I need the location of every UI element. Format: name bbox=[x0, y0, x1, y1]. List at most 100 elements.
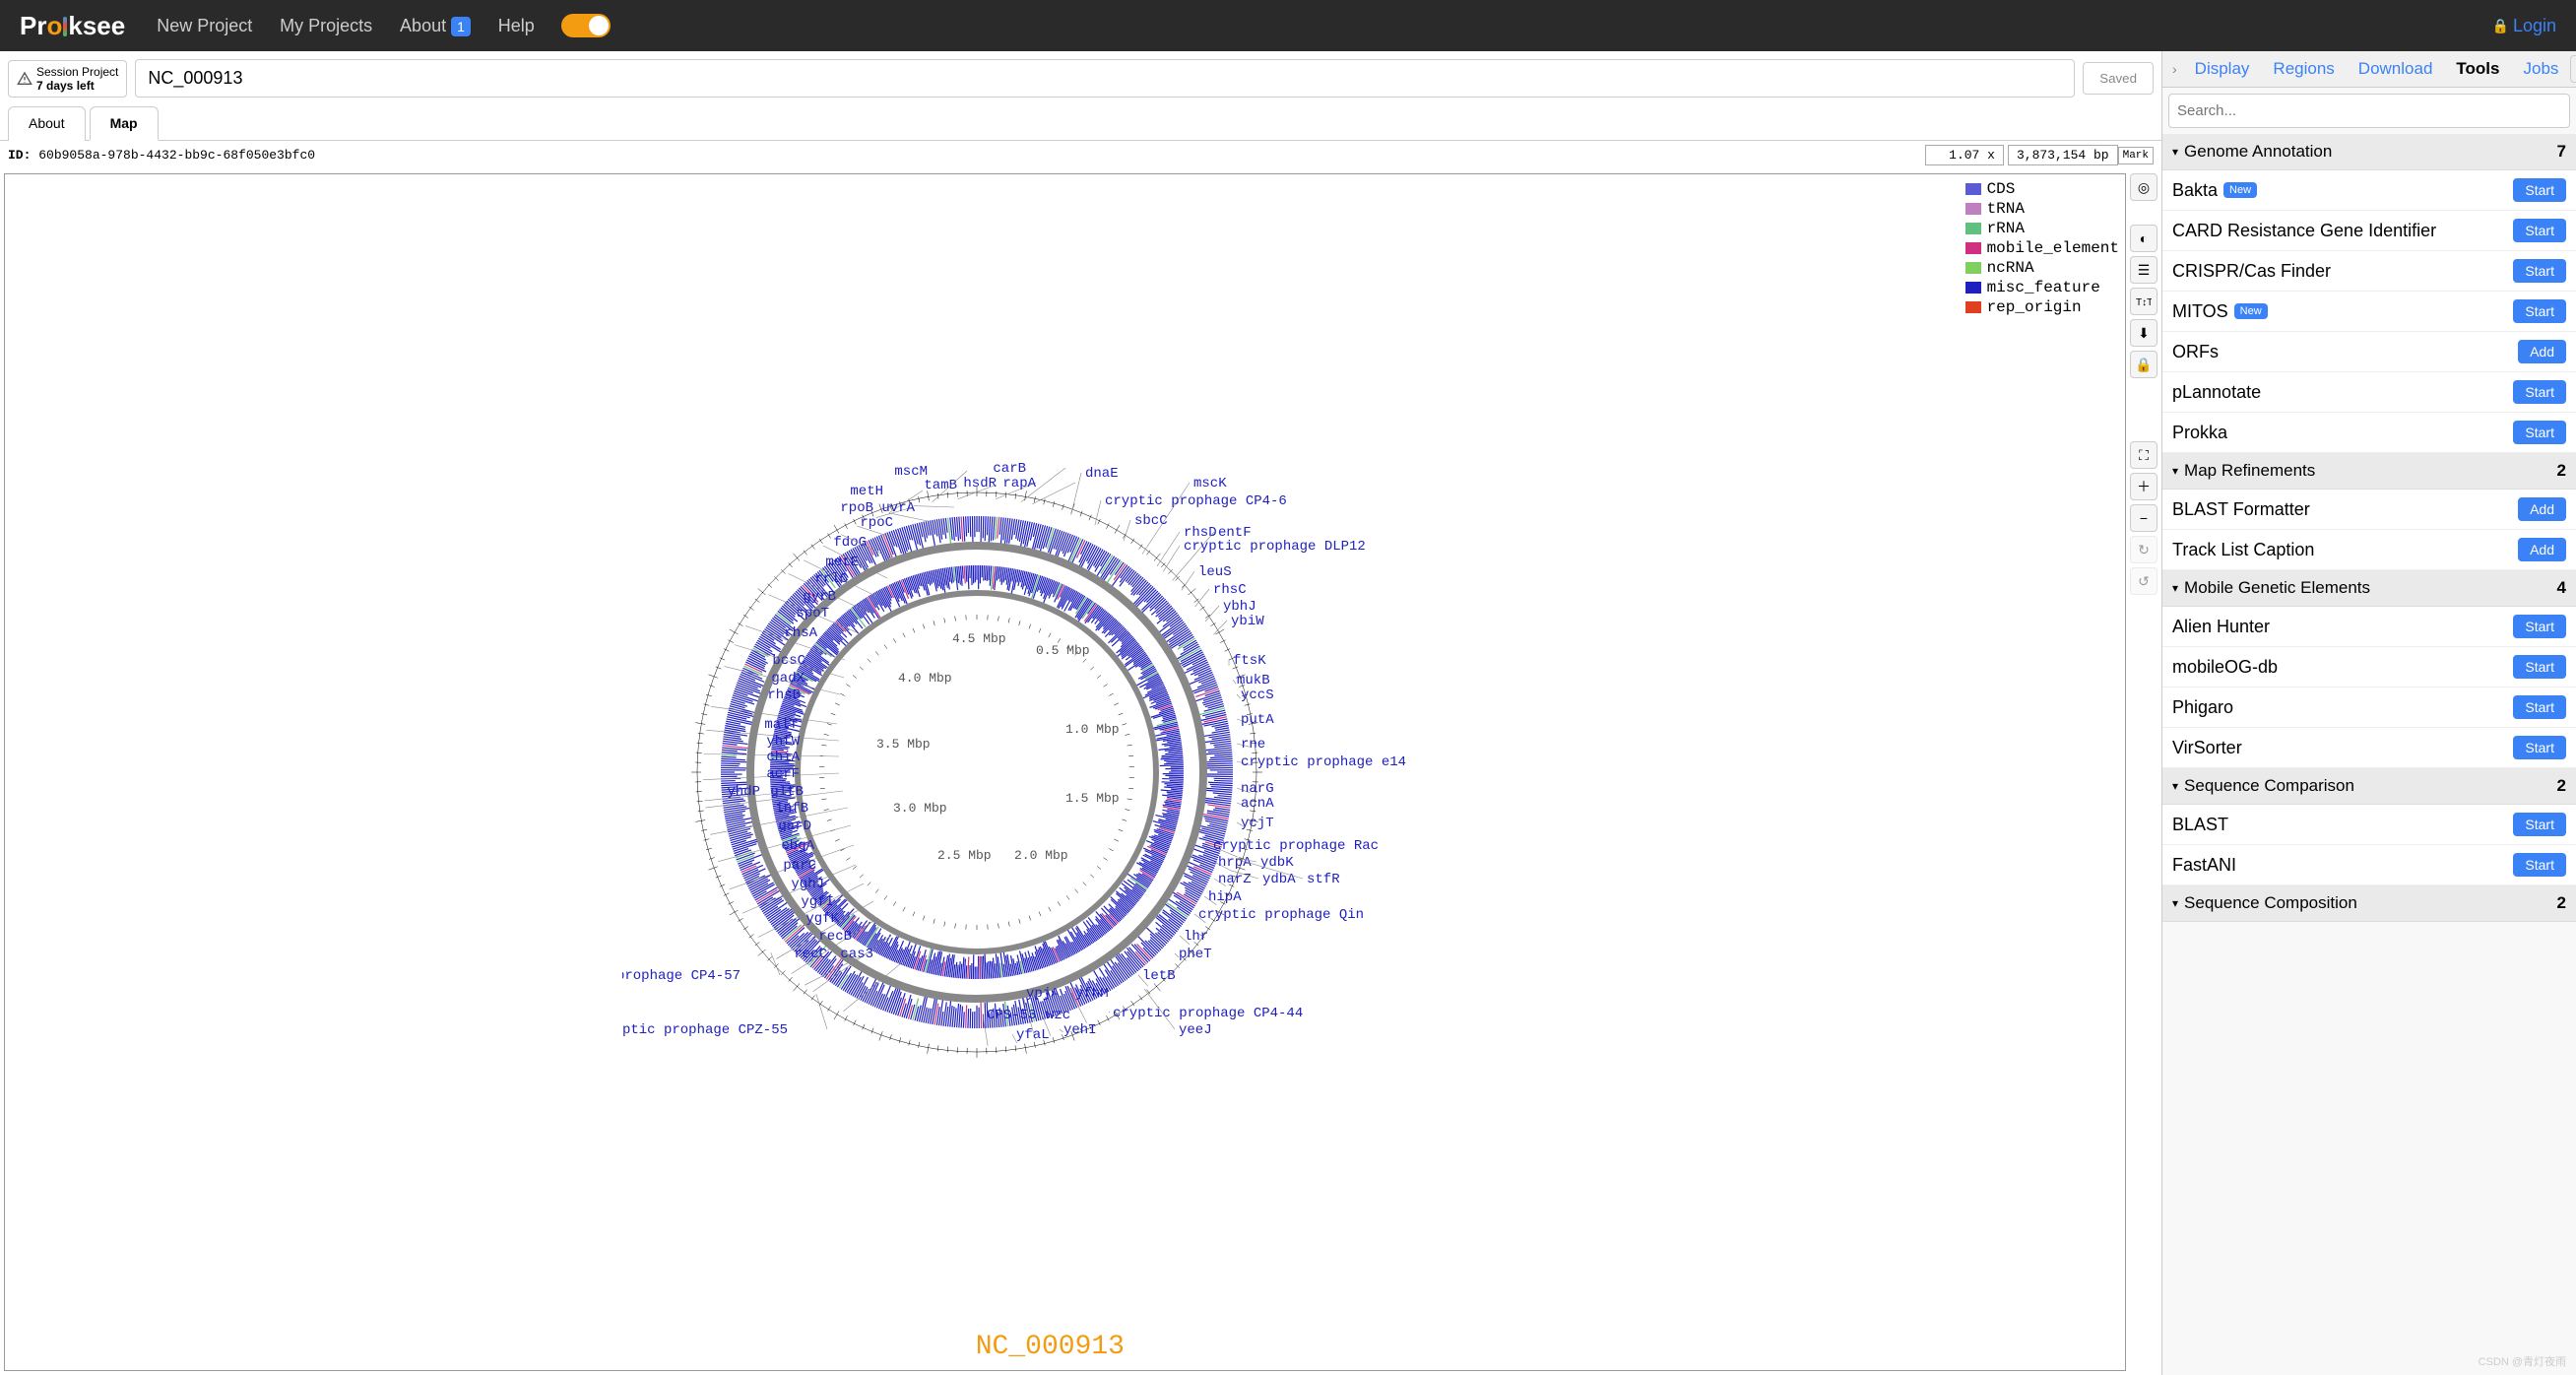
collapse-icon[interactable]: › bbox=[2166, 55, 2183, 83]
tab-about[interactable]: About bbox=[8, 106, 86, 141]
project-name-input[interactable] bbox=[135, 59, 2075, 98]
tab-map[interactable]: Map bbox=[90, 106, 159, 141]
tool-row[interactable]: FastANIStart bbox=[2162, 845, 2576, 885]
right-tab-jobs[interactable]: Jobs bbox=[2511, 53, 2570, 84]
tool-action-button[interactable]: Start bbox=[2513, 695, 2566, 719]
tool-row[interactable]: BaktaNewStart bbox=[2162, 170, 2576, 211]
svg-text:acrF: acrF bbox=[766, 766, 800, 782]
tool-row[interactable]: ORFsAdd bbox=[2162, 332, 2576, 372]
tool-row[interactable]: mobileOG-dbStart bbox=[2162, 647, 2576, 688]
tool-action-button[interactable]: Start bbox=[2513, 219, 2566, 242]
tool-action-button[interactable]: Start bbox=[2513, 259, 2566, 283]
legend-label: misc_feature bbox=[1987, 279, 2100, 296]
tool-name: Bakta bbox=[2172, 180, 2218, 201]
right-tab-display[interactable]: Display bbox=[2183, 53, 2262, 84]
svg-text:malT: malT bbox=[764, 717, 798, 733]
tool-name: pLannotate bbox=[2172, 382, 2261, 403]
list-icon[interactable]: ☰ bbox=[2130, 256, 2157, 284]
category-header[interactable]: ▾Map Refinements2 bbox=[2162, 453, 2576, 490]
legend-item[interactable]: ncRNA bbox=[1965, 259, 2119, 277]
svg-text:rhsC: rhsC bbox=[1213, 582, 1247, 598]
tool-row[interactable]: Track List CaptionAdd bbox=[2162, 530, 2576, 570]
top-nav: Proksee New Project My Projects About 1 … bbox=[0, 0, 2576, 51]
category-header[interactable]: ▾Sequence Composition2 bbox=[2162, 885, 2576, 922]
svg-text:yehI: yehI bbox=[1063, 1022, 1097, 1038]
tool-row[interactable]: BLAST FormatterAdd bbox=[2162, 490, 2576, 530]
zoom-out-icon[interactable]: − bbox=[2130, 504, 2157, 532]
svg-text:chiA: chiA bbox=[766, 750, 800, 765]
right-tab-regions[interactable]: Regions bbox=[2261, 53, 2346, 84]
tool-action-button[interactable]: Add bbox=[2518, 497, 2566, 521]
tool-row[interactable]: MITOSNewStart bbox=[2162, 292, 2576, 332]
svg-text:cryptic prophage CP4-6: cryptic prophage CP4-6 bbox=[1105, 493, 1287, 509]
tool-list: ▾Genome Annotation7BaktaNewStartCARD Res… bbox=[2162, 134, 2576, 1375]
tool-row[interactable]: CRISPR/Cas FinderStart bbox=[2162, 251, 2576, 292]
category-header[interactable]: ▾Genome Annotation7 bbox=[2162, 134, 2576, 170]
legend-item[interactable]: tRNA bbox=[1965, 200, 2119, 218]
category-header[interactable]: ▾Mobile Genetic Elements4 bbox=[2162, 570, 2576, 607]
tool-action-button[interactable]: Start bbox=[2513, 813, 2566, 836]
tool-row[interactable]: ProkkaStart bbox=[2162, 413, 2576, 453]
svg-text:cryptic prophage CP4-57: cryptic prophage CP4-57 bbox=[622, 968, 741, 984]
tool-row[interactable]: pLannotate Start bbox=[2162, 372, 2576, 413]
legend-item[interactable]: rep_origin bbox=[1965, 298, 2119, 316]
right-tab-download[interactable]: Download bbox=[2347, 53, 2445, 84]
svg-text:lhr: lhr bbox=[1184, 929, 1208, 945]
tool-action-button[interactable]: Add bbox=[2518, 340, 2566, 363]
tool-row[interactable]: Alien HunterStart bbox=[2162, 607, 2576, 647]
position[interactable]: 3,873,154 bp bbox=[2008, 145, 2118, 165]
nav-new-project[interactable]: New Project bbox=[157, 16, 252, 35]
genome-map[interactable]: 0.5 Mbp1.0 Mbp1.5 Mbp2.0 Mbp2.5 Mbp3.0 M… bbox=[4, 173, 2126, 1371]
close-panel-icon[interactable]: ✕ bbox=[2570, 55, 2576, 83]
legend-item[interactable]: CDS bbox=[1965, 180, 2119, 198]
nav-help[interactable]: Help bbox=[498, 16, 535, 35]
right-tab-tools[interactable]: Tools bbox=[2444, 53, 2511, 84]
tool-name: BLAST bbox=[2172, 815, 2228, 835]
contrast-icon[interactable]: ◐ bbox=[2130, 225, 2157, 252]
theme-toggle[interactable] bbox=[561, 14, 611, 37]
tool-row[interactable]: BLAST Start bbox=[2162, 805, 2576, 845]
download-icon[interactable]: ⬇ bbox=[2130, 319, 2157, 347]
legend-swatch bbox=[1965, 242, 1981, 254]
tool-action-button[interactable]: Start bbox=[2513, 655, 2566, 679]
view-circular-icon[interactable]: ◎ bbox=[2130, 173, 2157, 201]
mark-button[interactable]: Mark bbox=[2118, 147, 2154, 164]
tool-action-button[interactable]: Start bbox=[2513, 380, 2566, 404]
tool-action-button[interactable]: Start bbox=[2513, 299, 2566, 323]
genome-title: NC_000913 bbox=[976, 1332, 1125, 1362]
fit-icon[interactable]: ⛶ bbox=[2130, 441, 2157, 469]
lock-icon[interactable]: 🔒 bbox=[2130, 351, 2157, 378]
saved-button[interactable]: Saved bbox=[2083, 62, 2154, 95]
tool-action-button[interactable]: Start bbox=[2513, 421, 2566, 444]
zoom-level[interactable]: 1.07 x bbox=[1925, 145, 2004, 165]
tool-row[interactable]: CARD Resistance Gene IdentifierStart bbox=[2162, 211, 2576, 251]
svg-text:dnaE: dnaE bbox=[1085, 466, 1119, 482]
login-link[interactable]: Login bbox=[2513, 16, 2556, 36]
logo[interactable]: Proksee bbox=[20, 11, 125, 41]
category-header[interactable]: ▾Sequence Comparison2 bbox=[2162, 768, 2576, 805]
labels-icon[interactable]: T↕T bbox=[2130, 288, 2157, 315]
svg-text:CPS-53: CPS-53 bbox=[987, 1008, 1036, 1023]
nav-my-projects[interactable]: My Projects bbox=[280, 16, 372, 35]
tool-action-button[interactable]: Start bbox=[2513, 853, 2566, 877]
svg-text:cryptic prophage CP4-44: cryptic prophage CP4-44 bbox=[1113, 1006, 1303, 1021]
tool-action-button[interactable]: Start bbox=[2513, 736, 2566, 759]
nav-about[interactable]: About 1 bbox=[400, 16, 471, 35]
svg-text:ygfK: ygfK bbox=[805, 911, 839, 927]
svg-text:ydbK: ydbK bbox=[1260, 855, 1294, 871]
legend-item[interactable]: rRNA bbox=[1965, 220, 2119, 237]
svg-text:ycjT: ycjT bbox=[1241, 816, 1274, 831]
tool-action-button[interactable]: Start bbox=[2513, 615, 2566, 638]
tool-row[interactable]: Phigaro Start bbox=[2162, 688, 2576, 728]
tool-action-button[interactable]: Start bbox=[2513, 178, 2566, 202]
legend-item[interactable]: misc_feature bbox=[1965, 279, 2119, 296]
undo-icon[interactable]: ↺ bbox=[2130, 567, 2157, 595]
tool-row[interactable]: VirSorterStart bbox=[2162, 728, 2576, 768]
tool-name: Phigaro bbox=[2172, 697, 2233, 718]
zoom-in-icon[interactable]: ＋ bbox=[2130, 473, 2157, 500]
search-input[interactable] bbox=[2168, 94, 2570, 128]
tool-action-button[interactable]: Add bbox=[2518, 538, 2566, 561]
legend-item[interactable]: mobile_element bbox=[1965, 239, 2119, 257]
redo-icon[interactable]: ↻ bbox=[2130, 536, 2157, 563]
svg-text:hrpA: hrpA bbox=[1218, 855, 1252, 871]
